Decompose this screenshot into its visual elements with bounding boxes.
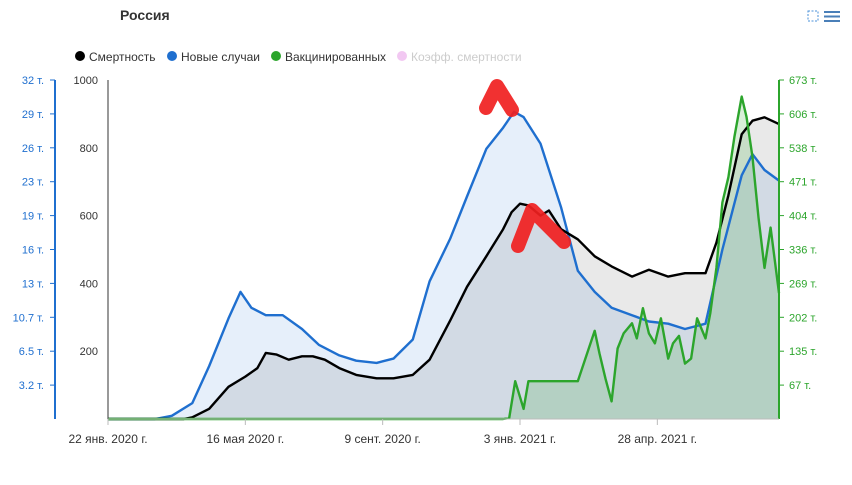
left-axis-tick-label: 10.7 т. [13,312,44,324]
series-line-cases[interactable] [108,110,780,421]
deaths-axis-tick-label: 400 [80,278,98,290]
x-axis-tick-label: 16 мая 2020 г. [206,432,284,446]
svg-text:Смертность: Смертность [89,50,156,64]
x-axis-tick-label: 28 апр. 2021 г. [618,432,697,446]
legend-item-deaths[interactable]: Смертность [75,50,156,64]
series-area-deaths [108,117,779,420]
svg-text:Коэфф. смертности: Коэфф. смертности [411,50,522,64]
deaths-axis-tick-label: 1000 [74,75,98,87]
left-axis-tick-label: 6.5 т. [19,346,44,358]
legend-item-vaccinated[interactable]: Вакцинированных [271,50,386,64]
left-axis-tick-label: 13 т. [22,278,44,290]
left-axis-tick-label: 26 т. [22,143,44,155]
fullscreen-icon[interactable] [807,10,819,22]
series-areas [108,96,779,420]
right-axis-tick-label: 269 т. [789,278,817,290]
left-axis-tick-label: 23 т. [22,177,44,189]
series-line-deaths[interactable] [108,116,780,421]
right-axis-tick-label: 673 т. [789,75,817,87]
left-axis-tick-label: 3.2 т. [19,380,44,392]
right-axis-tick-label: 336 т. [789,245,817,257]
legend: Смертность Новые случаи Вакцинированных … [75,50,522,64]
chart-title: Россия [120,7,170,23]
deaths-axis-tick-label: 200 [80,346,98,358]
x-axis-tick-label: 3 янв. 2021 г. [484,432,556,446]
left-axis-tick-label: 19 т. [22,211,44,223]
series-lines [108,95,781,421]
right-axis-tick-label: 67 т. [789,380,811,392]
right-axis-tick-label: 202 т. [789,312,817,324]
left-axis-tick-label: 16 т. [22,245,44,257]
left-axis-tick-label: 29 т. [22,109,44,121]
x-axis-tick-label: 9 сент. 2020 г. [344,432,420,446]
deaths-axis-tick-label: 600 [80,211,98,223]
legend-item-new-cases[interactable]: Новые случаи [167,50,260,64]
right-axis-tick-label: 135 т. [789,346,817,358]
series-area-cases [108,111,779,420]
svg-text:Новые случаи: Новые случаи [181,50,260,64]
right-axis-tick-label: 538 т. [789,143,817,155]
legend-item-mortality-ratio[interactable]: Коэфф. смертности [397,50,522,64]
right-axis-tick-label: 471 т. [789,177,817,189]
right-axis-tick-label: 606 т. [789,109,817,121]
left-axis-tick-label: 32 т. [22,75,44,87]
axis-ticks: 3.2 т. 6.5 т. 10.7 т. 13 т. 16 т. 19 т. 23 т. 2… [13,75,818,446]
red-peak-marker-middle [511,203,571,253]
svg-text:Вакцинированных: Вакцинированных [285,50,386,64]
series-area-vaccinated [108,96,779,419]
series-line-vaccinated[interactable] [108,95,781,421]
red-peak-marker-top [479,79,519,117]
right-axis-tick-label: 404 т. [789,211,817,223]
x-axis-tick-label: 22 янв. 2020 г. [68,432,147,446]
deaths-axis-tick-label: 800 [80,143,98,155]
hamburger-menu-icon[interactable] [824,11,840,22]
